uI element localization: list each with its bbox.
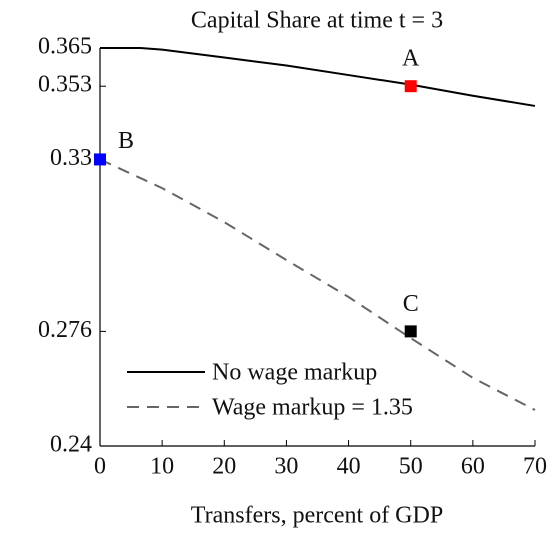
x-axis-label: Transfers, percent of GDP (191, 503, 443, 529)
x-tick-label: 30 (274, 454, 298, 480)
x-tick-label: 40 (337, 454, 361, 480)
point-marker (94, 153, 106, 166)
legend-label: No wage markup (212, 360, 377, 386)
series-line (100, 47, 536, 107)
point-label: B (118, 128, 134, 154)
y-tick-label: 0.276 (38, 317, 92, 343)
y-tick-label: 0.353 (38, 72, 92, 98)
legend-label: Wage markup = 1.35 (212, 395, 413, 421)
point-label: A (402, 46, 420, 72)
point-label: C (403, 291, 419, 317)
x-tick-label: 10 (150, 454, 174, 480)
x-tick-label: 60 (461, 454, 485, 480)
chart-title: Capital Share at time t = 3 (191, 8, 443, 34)
point-marker (404, 80, 417, 93)
y-tick-label: 0.33 (50, 145, 92, 171)
x-tick-label: 20 (212, 454, 236, 480)
series-line (99, 158, 536, 411)
point-marker (404, 325, 417, 338)
y-tick-label: 0.24 (50, 432, 92, 458)
y-tick-label: 0.365 (38, 34, 92, 60)
x-tick-label: 50 (399, 454, 423, 480)
x-tick-label: 70 (523, 454, 547, 480)
x-tick-label: 0 (94, 454, 106, 480)
